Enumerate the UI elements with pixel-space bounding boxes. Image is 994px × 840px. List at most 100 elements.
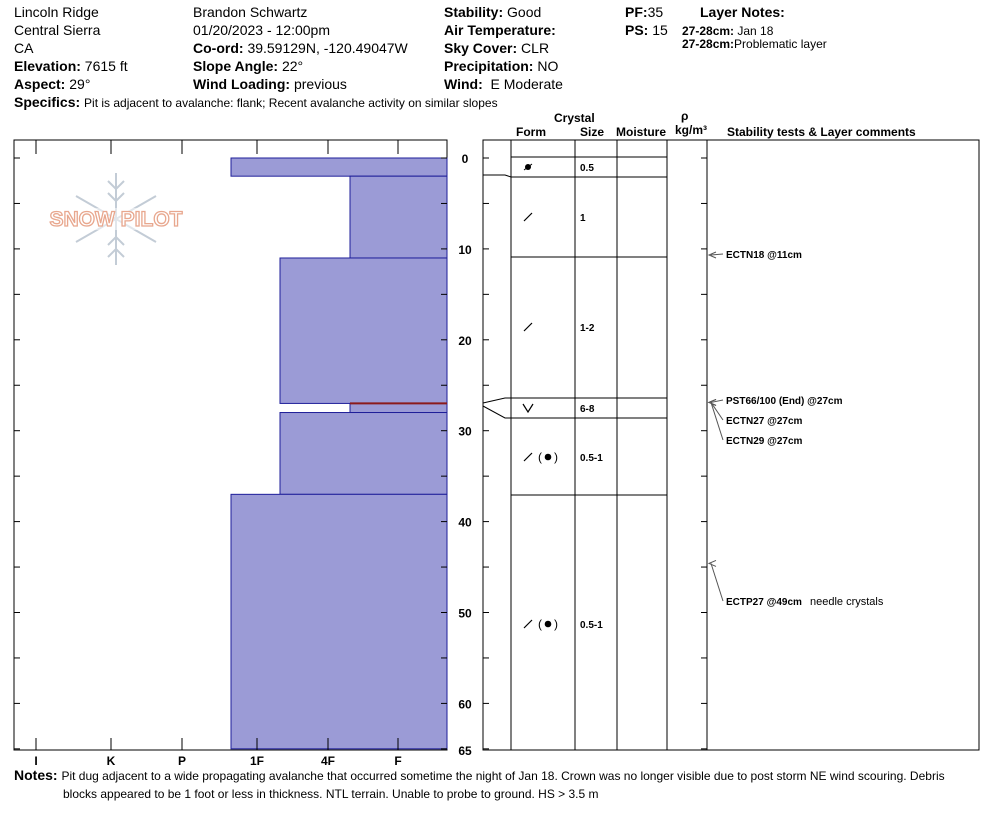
crystal-form-symbol-5: () [523, 617, 558, 631]
ps-row: PS: 15 [625, 22, 668, 38]
notes-line-2: blocks appeared to be 1 foot or less in … [63, 787, 599, 801]
test-arrow-head-4 [707, 559, 717, 567]
air-temp-label: Air Temperature: [444, 22, 556, 38]
stability-tests-header: Stability tests & Layer comments [727, 125, 916, 139]
layer-bar-4 [279, 412, 448, 495]
test-arrow-line-2 [710, 402, 724, 421]
hardness-label-F: F [394, 754, 401, 768]
test-arrow-line-1 [710, 399, 724, 403]
logo-text: SNOW PILOT [50, 208, 183, 231]
datetime: 01/20/2023 - 12:00pm [193, 22, 330, 38]
stability-value: Good [507, 4, 542, 20]
depth-label-10: 10 [458, 243, 472, 257]
hardness-label-I: I [34, 754, 37, 768]
crystal-form-symbol-0 [523, 163, 533, 171]
range: Central Sierra [14, 22, 101, 38]
depth-label-40: 40 [458, 516, 472, 530]
layer-bar-5 [230, 493, 448, 750]
sky-label: Sky Cover: [444, 40, 518, 56]
wind-loading-row: Wind Loading: previous [193, 76, 347, 92]
layer-note-2: 27-28cm:Problematic layer [682, 37, 827, 51]
hardness-label-1F: 1F [250, 754, 264, 768]
notes-row: Notes: Pit dug adjacent to a wide propag… [14, 767, 945, 783]
pf-label: PF: [625, 4, 648, 20]
crystal-size-1: 1 [580, 213, 586, 224]
test-arrow-head-0 [707, 251, 717, 259]
test-label-4: ECTP27 @49cm [726, 597, 802, 608]
sky-row: Sky Cover: CLR [444, 40, 549, 56]
test-label-3: ECTN29 @27cm [726, 436, 803, 447]
layer-bar-3 [349, 402, 448, 414]
crystal-form-symbol-3 [522, 403, 534, 414]
specifics-label: Specifics: [14, 94, 81, 110]
moisture-header: Moisture [616, 125, 667, 139]
test-comment-4: needle crystals [810, 596, 884, 608]
hardness-label-K: K [107, 754, 116, 768]
hardness-label-P: P [178, 754, 186, 768]
crystal-header: Crystal [554, 111, 595, 125]
aspect-row: Aspect: 29° [14, 76, 90, 92]
density-unit-header: kg/m³ [675, 123, 708, 137]
connector-2 [482, 405, 511, 419]
air-temp-row: Air Temperature: [444, 22, 556, 38]
rho-header: ρ [681, 109, 689, 123]
layer-note-1: 27-28cm: Jan 18 [682, 24, 774, 38]
wind-value: E Moderate [490, 76, 563, 92]
elevation-row: Elevation: 7615 ft [14, 58, 128, 74]
slope-row: Slope Angle: 22° [193, 58, 303, 74]
crystal-size-2: 1-2 [580, 323, 595, 334]
wind-loading-label: Wind Loading: [193, 76, 291, 92]
layer-bar-1 [349, 175, 448, 259]
test-arrow-line-4 [710, 563, 724, 602]
wind-row: Wind: E Moderate [444, 76, 563, 92]
ps-label: PS: [625, 22, 649, 38]
layer-notes-label: Layer Notes: [700, 4, 785, 20]
coord-label: Co-ord: [193, 40, 244, 56]
elevation-value: 7615 ft [84, 58, 128, 74]
crystal-size-4: 0.5-1 [580, 453, 603, 464]
notes-label: Notes: [14, 767, 58, 783]
slope-value: 22° [281, 58, 304, 74]
form-header: Form [516, 125, 546, 139]
stability-label: Stability: [444, 4, 504, 20]
size-header: Size [580, 125, 605, 139]
test-arrow-line-0 [710, 253, 724, 256]
stability-row: Stability: Good [444, 4, 541, 20]
connector-1 [482, 397, 511, 404]
depth-label-50: 50 [458, 607, 472, 621]
notes-line-1: Pit dug adjacent to a wide propagating a… [61, 769, 945, 783]
aspect-value: 29° [69, 76, 91, 92]
wind-label: Wind: [444, 76, 483, 92]
precip-value: NO [537, 58, 559, 74]
test-arrow-line-3 [710, 402, 724, 441]
crystal-table-frame [482, 139, 980, 751]
crystal-form-symbol-2 [523, 322, 533, 332]
coord-value: 39.59129N, -120.49047W [247, 40, 408, 56]
depth-label-0: 0 [462, 152, 469, 166]
specifics-value: Pit is adjacent to avalanche: flank; Rec… [84, 96, 498, 110]
precip-row: Precipitation: NO [444, 58, 558, 74]
depth-label-20: 20 [458, 334, 472, 348]
slope-label: Slope Angle: [193, 58, 279, 74]
crystal-size-3: 6-8 [580, 404, 595, 415]
hardness-label-4F: 4F [321, 754, 335, 768]
svg-text:): ) [554, 617, 558, 631]
state: CA [14, 40, 34, 56]
crystal-form-symbol-1 [523, 212, 533, 222]
svg-text:(: ( [538, 450, 542, 464]
depth-label-60: 60 [458, 697, 472, 711]
precip-label: Precipitation: [444, 58, 534, 74]
wind-loading-value: previous [293, 76, 347, 92]
elevation-label: Elevation: [14, 58, 81, 74]
observer: Brandon Schwartz [193, 4, 308, 20]
test-label-1: PST66/100 (End) @27cm [726, 396, 843, 407]
svg-text:): ) [554, 450, 558, 464]
layer-bar-0 [230, 157, 448, 177]
crystal-form-symbol-4: () [523, 450, 558, 464]
connector-0 [483, 174, 512, 178]
depth-label-30: 30 [458, 425, 472, 439]
svg-text:(: ( [538, 617, 542, 631]
crystal-size-0: 0.5 [580, 163, 594, 174]
specifics-row: Specifics: Pit is adjacent to avalanche:… [14, 94, 498, 110]
